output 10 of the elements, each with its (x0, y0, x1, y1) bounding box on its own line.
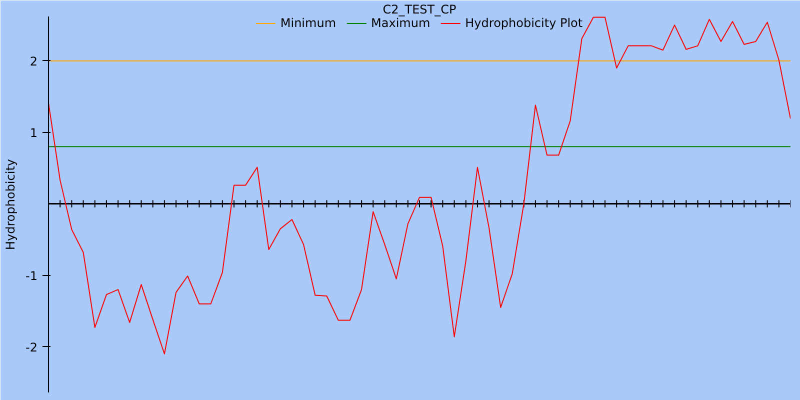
y-tick-label: 1 (30, 126, 38, 140)
legend-label: Maximum (371, 16, 430, 30)
y-tick-label: -1 (26, 268, 38, 283)
legend-label: Hydrophobicity Plot (465, 16, 583, 30)
y-tick-label: -2 (26, 340, 38, 354)
chart-title: C2_TEST_CP (382, 2, 456, 16)
line-series (48, 16, 790, 354)
y-axis-title: Hydrophobicity (4, 158, 18, 250)
y-tick-label: 2 (30, 54, 38, 68)
legend-label: Minimum (280, 16, 336, 30)
